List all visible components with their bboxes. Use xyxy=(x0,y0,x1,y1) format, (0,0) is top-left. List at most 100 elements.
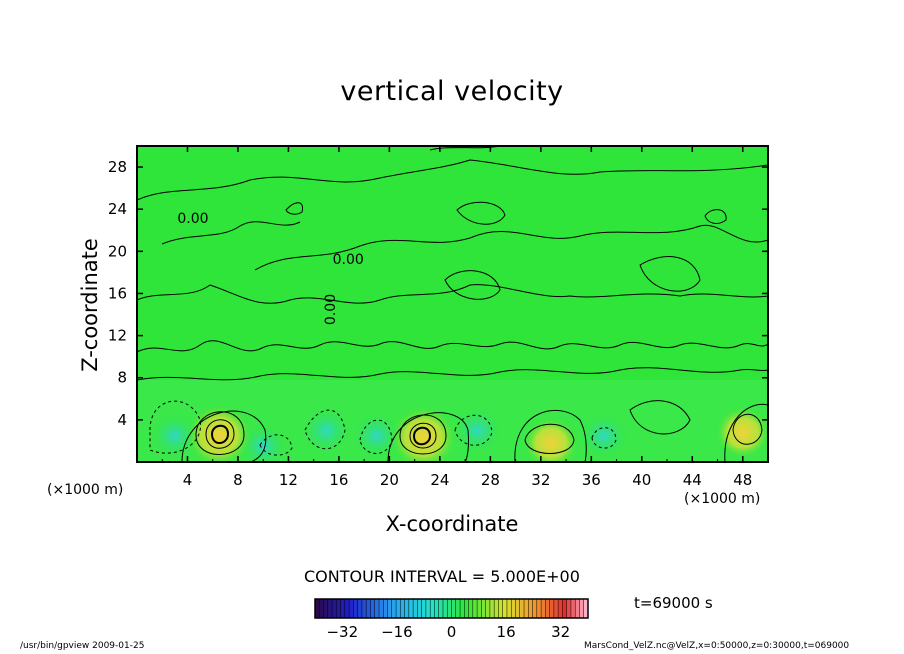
colorbar-swatch xyxy=(528,599,534,618)
colorbar-swatch xyxy=(541,599,546,618)
colorbar-swatch xyxy=(361,599,367,618)
colorbar-swatch xyxy=(353,599,359,618)
x-tick-label: 36 xyxy=(582,471,601,489)
x-tick-label: 28 xyxy=(481,471,500,489)
colorbar-swatch xyxy=(481,599,487,618)
y-tick-label: 12 xyxy=(108,327,127,345)
x-tick-label: 48 xyxy=(733,471,752,489)
colorbar-swatch xyxy=(511,599,516,618)
colorbar-swatch xyxy=(583,599,589,618)
contour-lines xyxy=(137,146,768,381)
x-tick-label: 24 xyxy=(430,471,449,489)
colorbar-tick-label: −16 xyxy=(381,623,413,641)
colorbar-swatch xyxy=(366,599,371,618)
colorbar-swatch xyxy=(519,599,525,618)
colorbar-swatch xyxy=(378,599,384,618)
colorbar-swatch xyxy=(404,599,410,618)
x-tick-label: 4 xyxy=(183,471,193,489)
colorbar: −32 −16 0 16 32 xyxy=(314,598,589,641)
colorbar-swatch xyxy=(472,599,478,618)
y-tick-label: 28 xyxy=(108,158,127,176)
colorbar-swatch xyxy=(391,599,397,618)
contour-interval-label: CONTOUR INTERVAL = 5.000E+00 xyxy=(304,567,580,586)
colorbar-swatch xyxy=(447,599,452,618)
colorbar-tick-label: 16 xyxy=(497,623,516,641)
contour-label: 0.00 xyxy=(323,294,339,325)
x-tick-label: 44 xyxy=(683,471,702,489)
y-tick-label: 4 xyxy=(117,411,127,429)
colorbar-swatch xyxy=(387,599,393,618)
x-tick-label: 40 xyxy=(632,471,651,489)
colorbar-swatch xyxy=(434,599,440,618)
colorbar-swatch xyxy=(332,599,337,618)
colorbar-swatch xyxy=(579,599,585,618)
colorbar-swatch xyxy=(545,599,551,618)
plot-frame xyxy=(136,145,769,463)
colorbar-swatch xyxy=(570,599,576,618)
x-unit-right: (×1000 m) xyxy=(684,491,761,507)
colorbar-frame xyxy=(314,598,589,619)
footer-program: /usr/bin/gpview 2009-01-25 xyxy=(20,641,145,651)
colorbar-swatch xyxy=(413,599,418,618)
colorbar-swatch xyxy=(536,599,542,618)
time-label: t=69000 s xyxy=(634,594,713,612)
colorbar-swatch xyxy=(340,599,346,618)
colorbar-swatch xyxy=(524,599,529,618)
colorbar-swatch xyxy=(323,599,329,618)
y-axis-label: Z-coordinate xyxy=(78,238,102,372)
downdraft-zone xyxy=(451,406,504,455)
x-tick-label: 16 xyxy=(329,471,348,489)
colorbar-swatch xyxy=(502,599,508,618)
y-tick-label: 20 xyxy=(108,242,127,260)
colorbar-swatch xyxy=(485,599,491,618)
colorbar-swatch xyxy=(566,599,572,618)
colorbar-swatch xyxy=(319,599,325,618)
colorbar-swatch xyxy=(430,599,435,618)
colorbar-swatch xyxy=(357,599,363,618)
chart-title: vertical velocity xyxy=(340,76,564,107)
cell-contours xyxy=(149,400,768,462)
colorbar-swatch xyxy=(417,599,423,618)
colorbar-swatch xyxy=(336,599,342,618)
x-tick-label: 8 xyxy=(233,471,243,489)
colorbar-swatch xyxy=(468,599,474,618)
colorbar-swatch xyxy=(562,599,568,618)
colorbar-swatch xyxy=(396,599,401,618)
colorbar-swatch xyxy=(344,599,350,618)
colorbar-swatch xyxy=(460,599,465,618)
updraft-core xyxy=(714,405,768,460)
colorbar-swatch xyxy=(549,599,555,618)
colorbar-tick-label: −32 xyxy=(326,623,358,641)
colorbar-swatch xyxy=(489,599,495,618)
colorbar-swatch xyxy=(532,599,538,618)
x-unit-left: (×1000 m) xyxy=(47,482,124,498)
downdraft-zone xyxy=(577,411,630,460)
colorbar-swatch xyxy=(575,599,580,618)
colorbar-swatch xyxy=(506,599,512,618)
colorbar-tick-label: 0 xyxy=(447,623,457,641)
colorbar-swatch xyxy=(442,599,448,618)
y-tick-label: 16 xyxy=(108,284,127,302)
y-tick-label: 24 xyxy=(108,200,127,218)
colorbar-swatch xyxy=(349,599,354,618)
colorbar-swatch xyxy=(451,599,457,618)
colorbar-swatch xyxy=(494,599,499,618)
colorbar-swatch xyxy=(455,599,461,618)
colorbar-swatch xyxy=(498,599,504,618)
footer-source: MarsCond_VelZ.nc@VelZ,x=0:50000,z=0:3000… xyxy=(584,641,850,651)
updraft-core xyxy=(185,403,254,462)
colorbar-swatch xyxy=(515,599,521,618)
x-tick-label: 20 xyxy=(380,471,399,489)
colorbar-swatch xyxy=(438,599,444,618)
x-axis-label: X-coordinate xyxy=(385,512,519,536)
colorbar-swatch xyxy=(370,599,376,618)
colorbar-swatch xyxy=(421,599,427,618)
x-tick-label: 12 xyxy=(279,471,298,489)
colorbar-tick-label: 32 xyxy=(551,623,570,641)
x-tick-label: 32 xyxy=(531,471,550,489)
colorbar-swatch xyxy=(558,599,563,618)
colorbar-swatch xyxy=(374,599,380,618)
colorbar-swatch xyxy=(383,599,389,618)
contour-label: 0.00 xyxy=(177,211,208,227)
